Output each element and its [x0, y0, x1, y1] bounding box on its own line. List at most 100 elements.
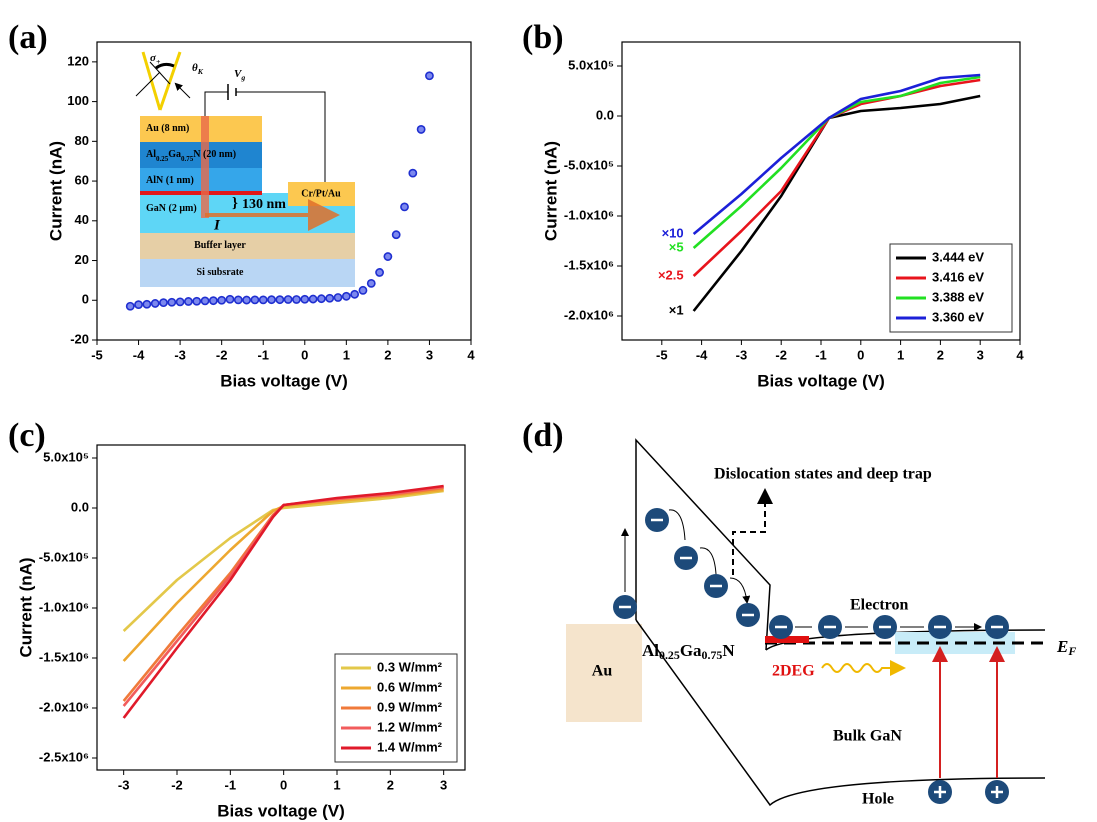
y-tick-label: 60: [75, 173, 89, 188]
y-axis-title: Current (nA): [541, 141, 560, 241]
inset-text: Vg: [234, 68, 245, 82]
layer: [140, 233, 355, 259]
marker: [125, 301, 135, 311]
legend-label: 3.444 eV: [932, 249, 984, 264]
chart: (b) -5 -4 -3 -2 -1 0 1 2 3 4 -2.0x10⁶ -1.5x10⁶ -1.0x1…: [522, 19, 1024, 391]
text-part: K: [197, 67, 204, 76]
x-tick-label: -1: [257, 347, 269, 362]
inset-text: Cr/Pt/Au: [301, 188, 341, 199]
text-part: 0.75: [702, 648, 723, 662]
marker: [150, 299, 160, 308]
marker: [159, 298, 168, 308]
electron-label: Electron: [850, 597, 908, 614]
text-part: Al: [642, 641, 659, 660]
electron: [871, 613, 899, 641]
electron: [767, 613, 795, 641]
x-tick-label: -2: [216, 347, 228, 362]
text-part: Al: [146, 149, 156, 160]
y-tick-label: 0: [82, 292, 89, 307]
x-tick-label: -1: [815, 347, 827, 362]
x-tick-label: -4: [696, 347, 708, 362]
x-tick-label: -3: [118, 777, 130, 792]
light-ray: [141, 51, 182, 111]
inset-text: Al0.25Ga0.75N (20 nm): [146, 149, 236, 162]
marker: [383, 252, 393, 261]
x-tick-label: -2: [775, 347, 787, 362]
text-part: N: [722, 641, 735, 660]
x-tick-label: 3: [426, 347, 433, 362]
arrow: [668, 509, 747, 602]
inset-text: Buffer layer: [194, 240, 246, 251]
polarization: [155, 62, 175, 70]
marker: [375, 268, 384, 277]
marker: [408, 168, 418, 178]
marker: [416, 125, 426, 134]
hole: [926, 778, 954, 806]
text-part: Ga: [680, 641, 702, 660]
legend-label: 1.4 W/mm²: [377, 739, 443, 754]
text-part: N (20 nm): [193, 149, 236, 160]
series-line: [692, 73, 981, 235]
electron: [816, 613, 844, 641]
text-part: g: [240, 73, 245, 82]
legend-label: 3.388 eV: [932, 289, 984, 304]
text-part: V: [234, 68, 243, 80]
panel-label: (a): [8, 19, 48, 56]
light-wave: [821, 660, 906, 676]
marker: [316, 294, 326, 304]
electron: [643, 506, 671, 534]
marker: [184, 297, 193, 306]
y-tick-label: -1.0x10⁶: [564, 207, 614, 222]
fermi-label: EF: [1056, 637, 1076, 658]
x-tick-label: 0: [280, 777, 287, 792]
circuit: [204, 91, 326, 182]
y-tick-label: -5.0x10⁵: [39, 549, 89, 564]
legend-label: 0.9 W/mm²: [377, 699, 443, 714]
marker: [233, 295, 243, 305]
series-line: [122, 488, 444, 662]
x-tick-label: -4: [133, 347, 145, 362]
inset-text: 130 nm: [242, 197, 286, 212]
plot-frame: [96, 41, 472, 341]
inset-text: σ+: [150, 52, 161, 66]
y-tick-label: 5.0x10⁵: [568, 57, 614, 72]
hole: [983, 778, 1011, 806]
y-tick-label: -2.0x10⁶: [564, 307, 614, 322]
x-tick-label: -5: [91, 347, 103, 362]
x-axis-title: Bias voltage (V): [217, 801, 345, 820]
polarization: [135, 61, 191, 99]
scale-annotation: ×10: [662, 225, 684, 240]
x-tick-label: 0: [301, 347, 308, 362]
2deg-label: 2DEG: [772, 663, 815, 680]
legend-label: 0.6 W/mm²: [377, 679, 443, 694]
x-tick-label: 1: [897, 347, 904, 362]
text-part: σ: [150, 52, 157, 64]
marker: [358, 285, 368, 295]
text-part: Au (8 nm): [146, 123, 189, 134]
barrier-label: Al0.25Ga0.75N: [642, 641, 735, 662]
metal: [566, 624, 642, 722]
x-tick-label: 3: [440, 777, 447, 792]
y-tick-label: -1.5x10⁶: [564, 257, 614, 272]
chart: (c) -3 -2 -1 0 1 2 3 -2.5x10⁶ -2.0x10⁶ -1.5x10⁶ -1.…: [8, 417, 466, 820]
text-part: Si subsrate: [197, 267, 245, 278]
hole-label: Hole: [862, 791, 894, 808]
metal-label: Au: [592, 663, 613, 680]
x-tick-label: 0: [857, 347, 864, 362]
bracket: }: [232, 195, 238, 211]
marker: [267, 295, 276, 305]
inset-text: θK: [192, 62, 204, 76]
scale-annotation: ×5: [669, 239, 684, 254]
marker: [333, 293, 343, 302]
x-axis-title: Bias voltage (V): [757, 371, 885, 390]
series-line: [122, 484, 444, 719]
x-axis-title: Bias voltage (V): [220, 371, 348, 390]
text-part: 0.25: [156, 155, 169, 163]
y-tick-label: 20: [75, 252, 89, 267]
marker: [283, 295, 293, 304]
series-line: [692, 75, 981, 249]
marker: [258, 295, 268, 305]
marker: [242, 295, 251, 305]
marker: [167, 297, 177, 307]
layer: [140, 259, 355, 287]
